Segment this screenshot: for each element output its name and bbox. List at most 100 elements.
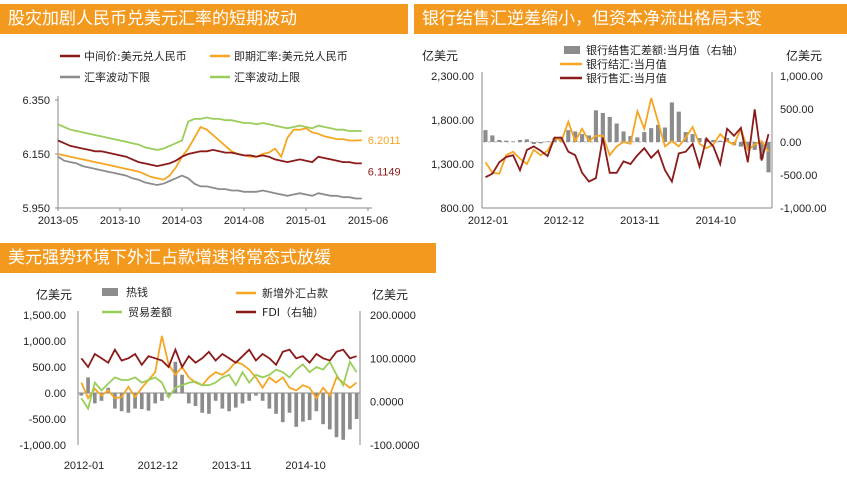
bar	[213, 393, 218, 401]
x-tick-label: 2014-10	[696, 215, 736, 227]
legend-label: 中间价:美元兑人民币	[84, 49, 187, 63]
x-tick-label: 2015-06	[348, 215, 388, 227]
y-right-tick-label: 500.00	[780, 104, 814, 116]
bar	[193, 393, 198, 406]
bar	[79, 393, 84, 396]
bar	[718, 140, 723, 142]
legend-swatch	[564, 46, 580, 54]
x-tick-label: 2012-01	[64, 460, 104, 472]
series-line	[57, 116, 362, 151]
legend-label: 即期汇率:美元兑人民币	[234, 49, 348, 63]
bar	[531, 142, 536, 144]
bar	[524, 139, 529, 142]
bar	[220, 393, 225, 409]
fx-chart: 中间价:美元兑人民币 即期汇率:美元兑人民币 汇率波动下限 汇率波动上限 5.950 6.…	[0, 36, 408, 236]
x-tick-label: 2012-01	[468, 215, 508, 227]
legend-swatch	[102, 288, 118, 296]
y-left-tick-label: 2,300.00	[431, 71, 474, 83]
x-tick-label: 2014-08	[224, 215, 264, 227]
x-tick-label: 2013-11	[212, 460, 252, 472]
bar	[92, 393, 97, 404]
bar	[656, 124, 661, 142]
y-left-unit: 亿美元	[36, 287, 72, 302]
bar	[160, 393, 164, 401]
y-left-unit: 亿美元	[422, 48, 458, 63]
bar	[99, 393, 104, 401]
y-right-unit: 亿美元	[786, 48, 822, 63]
bar	[662, 127, 668, 142]
bar	[173, 361, 178, 393]
y-right-tick-label: -500.00	[780, 170, 817, 182]
x-tick-label: 2014-03	[162, 215, 202, 227]
bar	[267, 393, 272, 409]
bar	[334, 393, 339, 438]
y-right-tick-label: 200.0000	[370, 310, 416, 322]
bar	[153, 393, 158, 404]
bar	[186, 393, 191, 404]
y-left-tick-label: 1,300.00	[431, 159, 474, 171]
x-tick-label: 2015-01	[286, 215, 326, 227]
bar	[586, 135, 592, 142]
bank-chart: 亿美元 亿美元 银行结售汇差额:当月值（右轴） 银行结汇:当月值 银行售汇:当月值 800…	[414, 36, 847, 236]
y-tick-label: 6.350	[22, 95, 50, 107]
bar	[86, 377, 90, 393]
series-line	[484, 97, 770, 175]
legend-label: 汇率波动下限	[84, 70, 150, 84]
y-left-tick-label: 1,500.00	[23, 310, 66, 322]
y-right-unit: 亿美元	[372, 287, 408, 302]
bar	[593, 110, 598, 142]
y-right-tick-label: 0.00	[780, 137, 801, 149]
y-tick-label: 5.950	[22, 203, 50, 215]
bar	[348, 393, 352, 430]
capital-chart-title: 美元强势环境下外汇占款增速将常态式放缓	[0, 243, 436, 273]
bar	[341, 393, 346, 440]
bar	[240, 393, 245, 404]
bar	[511, 141, 516, 142]
bank-chart-title: 银行结售汇逆差缩小，但资本净流出格局未变	[414, 4, 847, 34]
bar	[133, 393, 137, 409]
bar	[607, 116, 612, 142]
legend-label: 银行结汇:当月值	[586, 57, 667, 71]
y-left-tick-label: 800.00	[440, 203, 474, 215]
bar	[580, 134, 585, 142]
y-left-tick-label: 500.00	[32, 362, 66, 374]
legend-label: 热钱	[126, 285, 148, 299]
series-line	[80, 359, 358, 411]
bar	[766, 142, 771, 173]
bar	[600, 112, 605, 142]
bar	[621, 131, 626, 142]
bar	[676, 111, 681, 142]
end-value-label: 6.1149	[368, 166, 401, 178]
x-tick-label: 2013-11	[620, 215, 660, 227]
bar	[545, 141, 550, 142]
bar	[483, 130, 488, 142]
legend-label: 银行售汇:当月值	[586, 71, 667, 85]
legend-label: 新增外汇占款	[262, 286, 328, 300]
y-left-tick-label: -1,000.00	[20, 440, 66, 452]
series-line	[57, 125, 362, 181]
y-tick-label: 6.150	[22, 149, 50, 161]
bar	[752, 142, 757, 150]
bar	[294, 393, 299, 427]
bar	[327, 393, 332, 430]
bar	[635, 137, 640, 142]
fx-chart-title: 股灾加剧人民币兑美元汇率的短期波动	[0, 4, 408, 34]
bar	[247, 393, 252, 401]
bar	[301, 393, 305, 422]
series-line	[57, 139, 362, 168]
bar	[614, 123, 619, 142]
legend-label: FDI（右轴）	[262, 305, 324, 319]
bar	[669, 102, 674, 142]
bar	[287, 393, 292, 413]
bar	[180, 374, 184, 393]
series-line	[80, 335, 358, 401]
y-left-tick-label: 0.00	[45, 388, 66, 400]
bar	[314, 393, 319, 412]
bar	[517, 140, 523, 142]
bar	[759, 142, 764, 160]
bar	[260, 393, 265, 401]
bar	[119, 393, 124, 412]
bar	[573, 131, 578, 142]
